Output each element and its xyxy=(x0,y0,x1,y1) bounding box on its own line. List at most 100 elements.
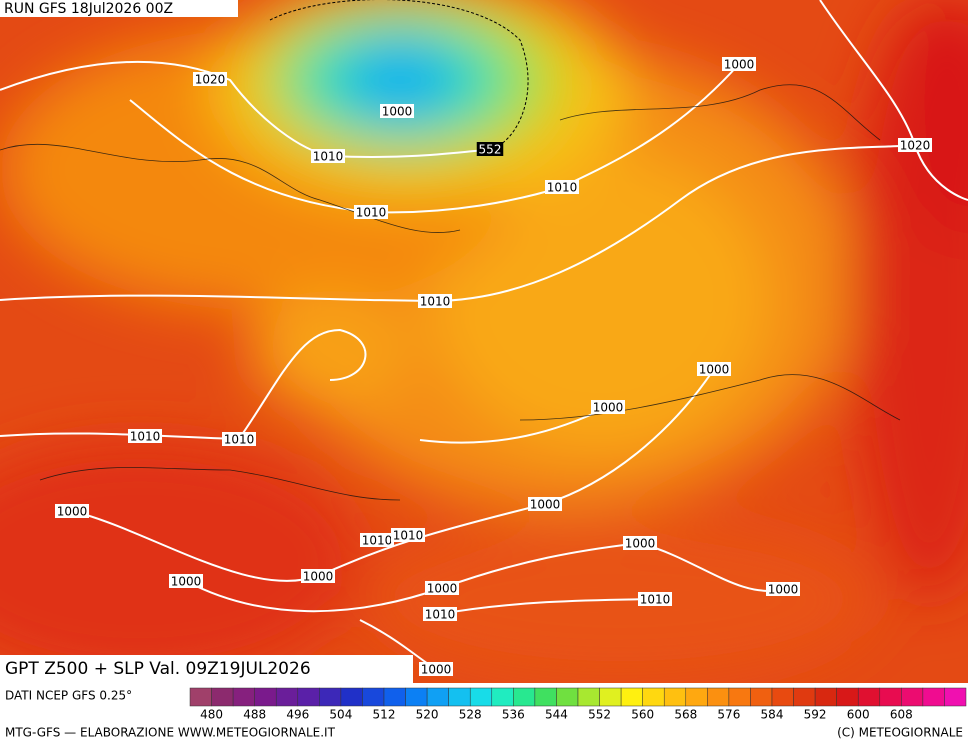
coastlines xyxy=(0,84,901,501)
colorbar-label: 504 xyxy=(329,708,352,722)
contour-label-box xyxy=(222,432,256,446)
contour-label: 1010 xyxy=(425,608,456,622)
colorbar-label: 608 xyxy=(890,708,913,722)
colorbar-label: 496 xyxy=(286,708,309,722)
contour-label-box xyxy=(380,104,414,118)
colorbar-label: 552 xyxy=(588,708,611,722)
colorbar-swatch xyxy=(577,687,600,707)
colorbar-swatch xyxy=(944,687,967,707)
colorbar-swatch xyxy=(793,687,816,707)
contour-label-box xyxy=(898,138,932,152)
contour-label-box xyxy=(545,180,579,194)
contour-label: 1010 xyxy=(356,206,387,220)
colorbar-swatch xyxy=(340,687,363,707)
contour-label-box xyxy=(476,142,504,156)
colorbar-swatch xyxy=(513,687,536,707)
colorbar-swatch xyxy=(448,687,471,707)
colorbar-swatch xyxy=(232,687,255,707)
contour-label-box xyxy=(766,582,800,596)
colorbar-swatch xyxy=(685,687,708,707)
colorbar-swatch xyxy=(426,687,449,707)
contour-label-box xyxy=(418,294,452,308)
contour-label: 1010 xyxy=(640,593,671,607)
contour-label: 1010 xyxy=(393,529,424,543)
colorbar-swatch xyxy=(556,687,579,707)
contour-label-box xyxy=(193,72,227,86)
colorbar-swatch xyxy=(642,687,665,707)
contour-label: 1000 xyxy=(421,663,452,677)
colorbar-swatch xyxy=(534,687,557,707)
colorbar-label: 600 xyxy=(847,708,870,722)
colorbar-swatch xyxy=(491,687,514,707)
contour-label: 1010 xyxy=(224,433,255,447)
colorbar-label: 480 xyxy=(200,708,223,722)
colorbar-swatch xyxy=(922,687,945,707)
contour-label-box xyxy=(311,149,345,163)
contour-label-box xyxy=(301,569,335,583)
colorbar-label: 528 xyxy=(459,708,482,722)
contour-label-box xyxy=(638,592,672,606)
contour-label-box xyxy=(623,536,657,550)
colorbar-swatch xyxy=(469,687,493,707)
contour-label-box xyxy=(169,574,203,588)
contour-label-box xyxy=(354,205,388,219)
contour-label-box xyxy=(360,533,394,547)
contour-label-box xyxy=(425,581,459,595)
contour-label-box xyxy=(419,662,453,676)
contour-label: 1020 xyxy=(195,73,226,87)
contour-label: 1000 xyxy=(303,570,334,584)
contour-label: 1000 xyxy=(57,505,88,519)
colorbar-swatch xyxy=(405,687,428,707)
colorbar-swatch xyxy=(275,687,299,707)
header-box xyxy=(0,0,238,17)
map-title: GPT Z500 + SLP Val. 09Z19JUL2026 xyxy=(5,659,311,679)
colorbar-swatch xyxy=(663,687,687,707)
contour-label: 1000 xyxy=(724,58,755,72)
colorbar-label: 568 xyxy=(674,708,697,722)
colorbar-swatch xyxy=(901,687,924,707)
contour-label-box xyxy=(391,528,425,542)
colorbar-label: 560 xyxy=(631,708,654,722)
colorbar-swatch xyxy=(750,687,773,707)
contour-label: 1000 xyxy=(171,575,202,589)
colorbar-swatch xyxy=(836,687,859,707)
title-box xyxy=(0,655,413,683)
contour-label: 1010 xyxy=(547,181,578,195)
contour-label-box xyxy=(528,497,562,511)
credit-right: (C) METEOGIORNALE xyxy=(837,726,963,740)
contour-label: 1000 xyxy=(427,582,458,596)
isobars xyxy=(0,0,968,670)
colorbar-swatch xyxy=(707,687,730,707)
contour-label: 1020 xyxy=(900,139,931,153)
map-field xyxy=(0,0,968,683)
colorbar-label: 592 xyxy=(804,708,827,722)
colorbar-swatch xyxy=(879,687,902,707)
contour-label: 1000 xyxy=(625,537,656,551)
contour-label: 1010 xyxy=(313,150,344,164)
contour-label: 1000 xyxy=(530,498,561,512)
contour-label-box xyxy=(722,57,756,71)
contour-label-box xyxy=(591,400,625,414)
colorbar: 480 488 496 504 512 520 528 536 544 552 560 568 576 5… xyxy=(189,687,967,722)
contour-label-box xyxy=(128,429,162,443)
contour-label-box xyxy=(55,504,89,518)
colorbar-swatch xyxy=(814,687,837,707)
credit-left: MTG-GFS — ELABORAZIONE WWW.METEOGIORNALE… xyxy=(5,726,336,740)
contour-label-box xyxy=(697,362,731,376)
colorbar-swatch xyxy=(254,687,277,707)
colorbar-swatch xyxy=(728,687,751,707)
source-label: DATI NCEP GFS 0.25° xyxy=(5,689,132,703)
contour-label: 1010 xyxy=(420,295,451,309)
colorbar-swatch xyxy=(620,687,643,707)
colorbar-swatch xyxy=(297,687,320,707)
colorbar-swatch xyxy=(599,687,622,707)
colorbar-swatch xyxy=(771,687,794,707)
run-label: RUN GFS 18Jul2026 00Z xyxy=(4,1,173,17)
colorbar-label: 576 xyxy=(717,708,740,722)
colorbar-swatch xyxy=(319,687,342,707)
colorbar-label: 536 xyxy=(502,708,525,722)
contour-label: 1010 xyxy=(362,534,393,548)
contour-label: 552 xyxy=(479,143,502,157)
colorbar-swatch xyxy=(189,687,212,707)
contour-label: 1010 xyxy=(130,430,161,444)
